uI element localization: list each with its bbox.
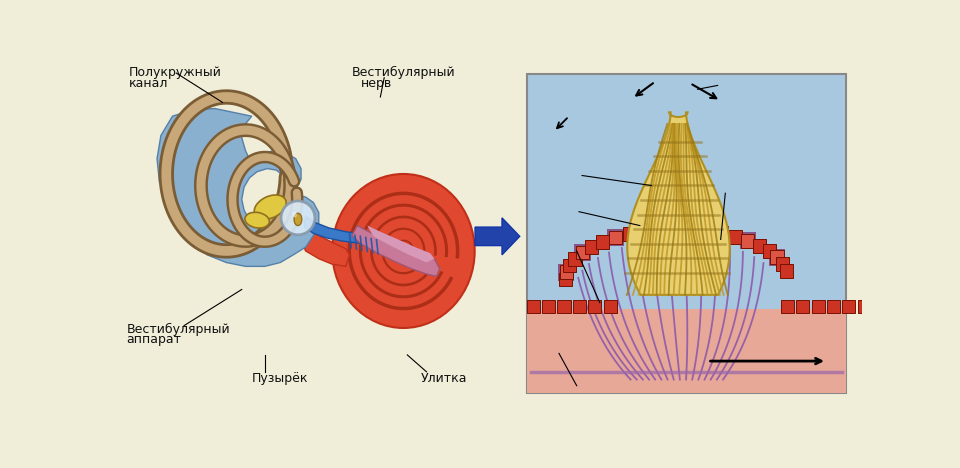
Bar [842, 300, 855, 313]
Bar [542, 300, 555, 313]
Text: движения: движения [704, 375, 771, 388]
Ellipse shape [293, 212, 297, 218]
Bar [527, 74, 846, 394]
Bar [560, 265, 573, 279]
Bar [777, 257, 789, 271]
Ellipse shape [245, 212, 270, 228]
Bar [684, 223, 697, 236]
Polygon shape [627, 112, 730, 295]
Text: Вестибулярный: Вестибулярный [352, 66, 455, 79]
Text: аппарат: аппарат [127, 333, 181, 346]
Bar [771, 250, 783, 264]
Bar [827, 300, 840, 313]
Bar [762, 244, 776, 258]
Circle shape [281, 201, 315, 235]
Bar [558, 300, 570, 313]
Text: Волоски: Волоски [539, 178, 593, 191]
Text: Волосяная: Волосяная [727, 190, 797, 202]
Text: клетка: клетка [727, 200, 773, 213]
Polygon shape [475, 218, 519, 255]
Bar [753, 239, 766, 253]
Bar [651, 221, 667, 238]
Polygon shape [301, 228, 349, 266]
Bar [780, 300, 794, 313]
Ellipse shape [332, 174, 474, 328]
Bar [698, 222, 714, 240]
Text: Полукружный: Полукружный [129, 66, 222, 79]
Text: Купула: Купула [539, 214, 586, 227]
Bar [573, 300, 586, 313]
Bar [527, 309, 846, 394]
Bar [740, 232, 756, 249]
Bar [668, 222, 682, 236]
Bar [604, 300, 616, 313]
Text: точка: точка [539, 258, 576, 271]
Bar [700, 224, 712, 238]
Bar [596, 235, 610, 249]
Text: канал: канал [129, 77, 168, 90]
Text: Нерв: Нерв [539, 353, 570, 366]
Text: Направление: Направление [692, 364, 780, 377]
Bar [609, 231, 622, 244]
Bar [527, 300, 540, 313]
Text: в канале: в канале [719, 95, 778, 109]
Polygon shape [527, 279, 846, 309]
Bar [874, 300, 886, 313]
Bar [811, 300, 825, 313]
Bar [714, 227, 728, 240]
Text: нерв: нерв [361, 77, 393, 90]
Bar [623, 227, 636, 241]
Polygon shape [368, 226, 434, 263]
Bar [568, 252, 582, 266]
Polygon shape [157, 109, 319, 266]
Bar [729, 230, 741, 243]
Ellipse shape [254, 195, 286, 219]
Bar [608, 229, 624, 246]
Bar [780, 264, 793, 278]
Bar [637, 225, 651, 238]
Polygon shape [352, 226, 440, 277]
Ellipse shape [294, 213, 301, 226]
Bar [741, 234, 755, 248]
Bar [653, 223, 666, 237]
Text: Вестибулярный: Вестибулярный [127, 322, 229, 336]
Bar [559, 272, 572, 286]
Bar [576, 246, 589, 259]
Bar [558, 264, 574, 281]
Text: Улитка: Улитка [421, 372, 468, 385]
Text: жидкости: жидкости [719, 85, 785, 98]
Bar [857, 300, 871, 313]
Bar [586, 240, 598, 254]
Bar [588, 300, 601, 313]
Bar [769, 249, 785, 266]
Polygon shape [304, 216, 384, 247]
Bar [796, 300, 809, 313]
Text: Опорная: Опорная [539, 247, 595, 260]
Text: Пузырёк: Пузырёк [252, 372, 308, 385]
Bar [563, 258, 576, 272]
Bar [574, 244, 590, 261]
Text: Ток: Ток [719, 74, 742, 87]
